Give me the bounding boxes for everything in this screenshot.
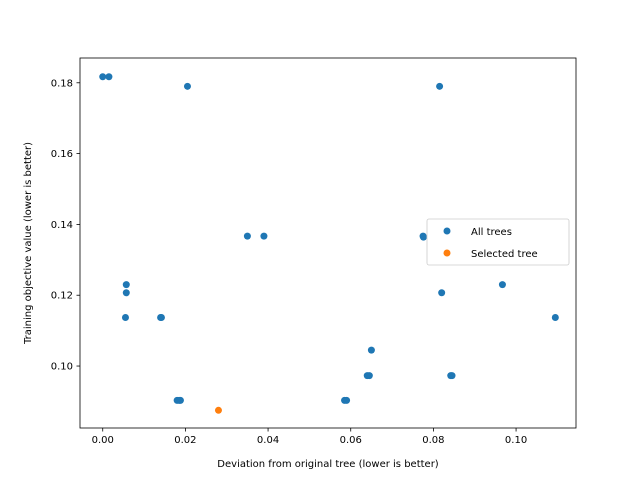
- x-tick-label: 0.10: [505, 435, 527, 446]
- legend-marker-all-trees: [443, 227, 451, 235]
- all-trees-point-9: [122, 289, 130, 297]
- y-tick-label: 0.18: [51, 78, 73, 89]
- all-trees-point-23: [176, 396, 184, 404]
- all-trees-point-3: [436, 82, 444, 90]
- x-axis-ticks: 0.00 0.02 0.04 0.06 0.08 0.10: [92, 428, 527, 446]
- all-trees-point-5: [260, 232, 268, 240]
- legend-label-all-trees: All trees: [471, 227, 512, 238]
- y-tick-label: 0.12: [51, 291, 73, 302]
- selected-tree-point-0: [214, 406, 222, 414]
- all-trees-point-1: [105, 73, 113, 81]
- y-tick-label: 0.10: [51, 362, 73, 373]
- all-trees-point-16: [367, 346, 375, 354]
- all-trees-point-4: [243, 232, 251, 240]
- legend-label-selected-tree: Selected tree: [471, 249, 538, 260]
- legend: All trees Selected tree: [426, 218, 570, 266]
- all-trees-point-14: [157, 314, 165, 322]
- all-trees-point-25: [343, 396, 351, 404]
- y-tick-label: 0.16: [51, 149, 73, 160]
- all-trees-point-8: [122, 281, 130, 289]
- x-axis-label: Deviation from original tree (lower is b…: [217, 459, 439, 470]
- all-trees-point-20: [448, 372, 456, 380]
- all-trees-point-2: [183, 82, 191, 90]
- all-trees-point-12: [121, 314, 129, 322]
- y-tick-label: 0.14: [51, 220, 73, 231]
- x-tick-label: 0.02: [174, 435, 196, 446]
- y-axis-label: Training objective value (lower is bette…: [23, 142, 34, 345]
- legend-box: [426, 218, 570, 266]
- x-tick-label: 0.08: [422, 435, 444, 446]
- all-trees-point-0: [99, 73, 107, 81]
- all-trees-point-10: [438, 289, 446, 297]
- all-trees-point-11: [498, 281, 506, 289]
- legend-marker-selected-tree: [443, 249, 451, 257]
- x-tick-label: 0.06: [340, 435, 362, 446]
- points-layer: [99, 73, 559, 414]
- all-trees-point-18: [365, 372, 373, 380]
- y-axis-ticks: 0.10 0.12 0.14 0.16 0.18: [51, 78, 80, 373]
- plot-frame: [79, 57, 577, 429]
- all-trees-point-15: [551, 314, 559, 322]
- x-tick-label: 0.00: [92, 435, 114, 446]
- x-tick-label: 0.04: [257, 435, 279, 446]
- all-trees-point-7: [419, 233, 427, 241]
